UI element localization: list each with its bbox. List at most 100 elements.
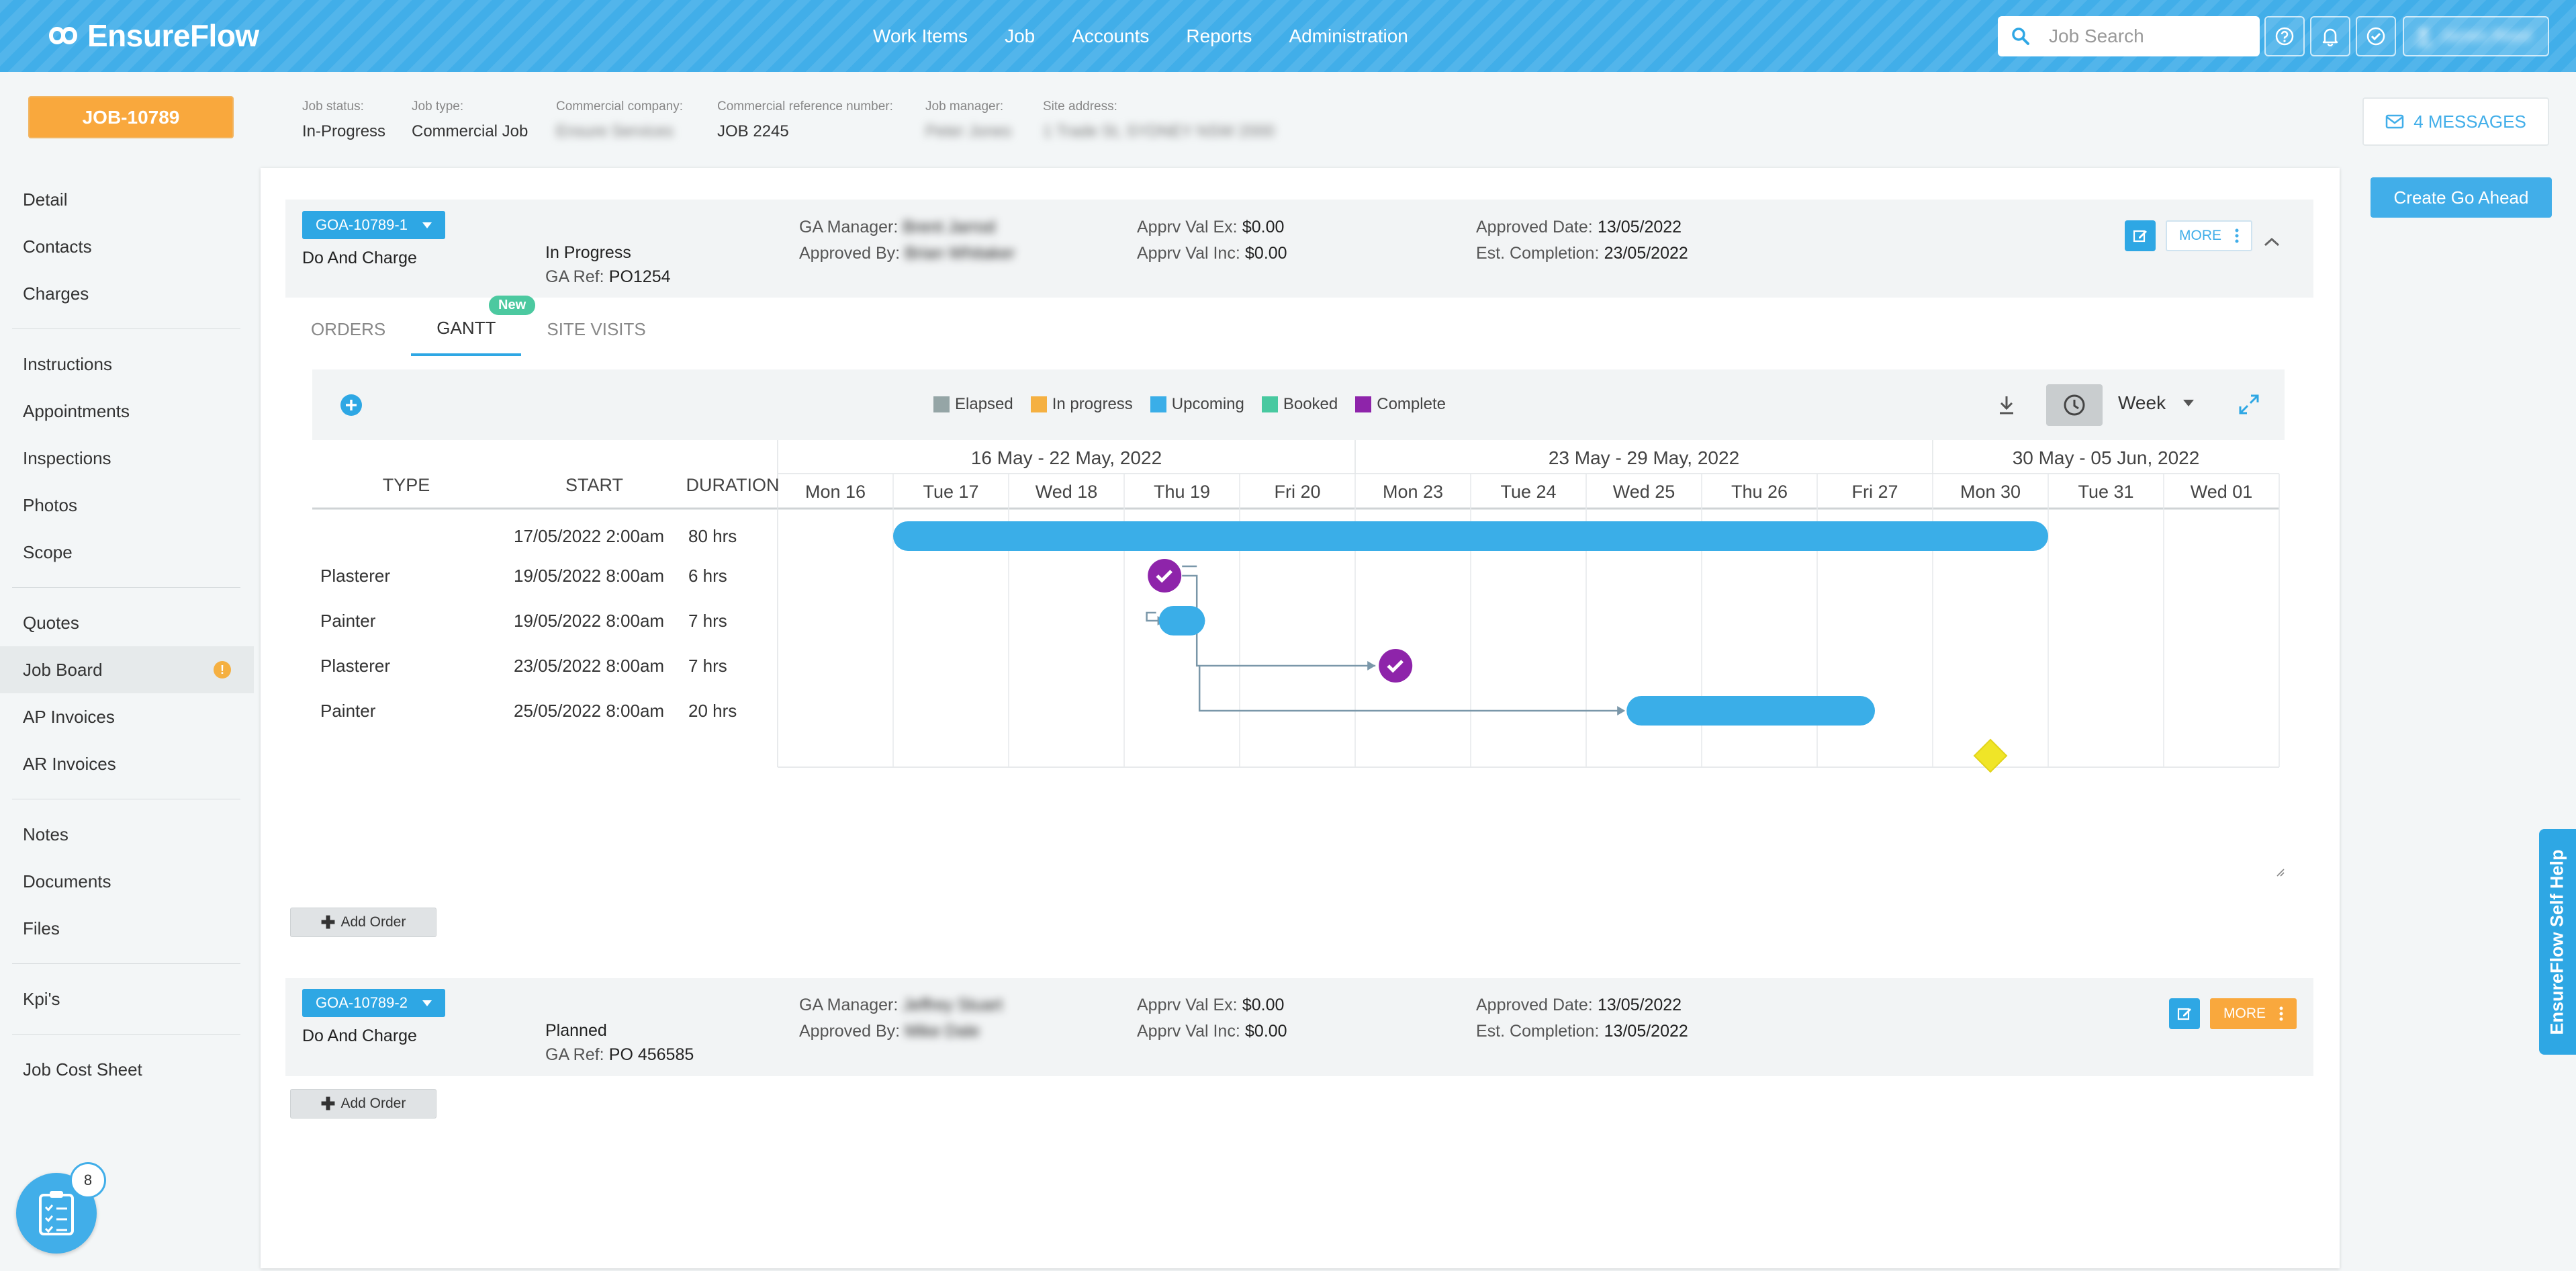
sidebar-item-kpi-s[interactable]: Kpi's (0, 975, 254, 1022)
expand-icon[interactable] (2238, 394, 2260, 415)
notifications-button[interactable] (2310, 16, 2350, 56)
search-icon (2012, 28, 2029, 45)
nav-administration[interactable]: Administration (1289, 25, 1408, 46)
app-logo[interactable]: EnsureFlow (40, 16, 259, 55)
warning-icon: ! (214, 661, 231, 678)
ga-manager-label: GA Manager: (799, 218, 899, 236)
legend-swatch (1261, 396, 1278, 412)
val-ex-label: Apprv Val Ex: (1137, 218, 1238, 236)
go-ahead-1-more-button[interactable]: MORE (2166, 220, 2252, 251)
row-start: 17/05/2022 2:00am (514, 526, 664, 546)
gantt-time-button[interactable] (2046, 384, 2103, 426)
go-ahead-1-type: Do And Charge (302, 249, 417, 267)
job-search-input[interactable] (2049, 26, 2250, 47)
job-number-badge[interactable]: JOB-10789 (28, 96, 234, 138)
sidebar-item-ar-invoices[interactable]: AR Invoices (0, 740, 254, 787)
site-address-value: 1 Trade St, SYDNEY NSW 2000 (1043, 122, 1275, 140)
job-search (1998, 16, 2260, 56)
tasks-button[interactable] (2356, 16, 2396, 56)
go-ahead-1-dropdown[interactable]: GOA-10789-1 (302, 211, 445, 239)
gantt-task-bar[interactable] (1626, 696, 1875, 726)
nav-accounts[interactable]: Accounts (1072, 25, 1150, 46)
gantt-day-label: Fri 27 (1851, 482, 1898, 502)
user-avatar-icon (2416, 29, 2432, 45)
gantt-toolbar (312, 369, 2285, 440)
go-ahead-2-id: GOA-10789-2 (316, 994, 408, 1011)
add-order-button[interactable]: ✚ Add Order (290, 908, 436, 937)
add-circle-icon[interactable] (340, 394, 363, 417)
sidebar-item-label: AR Invoices (23, 753, 116, 774)
gantt-task-bar[interactable] (893, 521, 2048, 551)
go-ahead-2-val-inc: Apprv Val Inc: $0.00 (1137, 1020, 1287, 1041)
ga-ref-label: GA Ref: (545, 267, 604, 286)
val-ex-value: $0.00 (1242, 996, 1285, 1014)
create-go-ahead-button[interactable]: Create Go Ahead (2371, 177, 2552, 218)
est-completion-value: 13/05/2022 (1604, 1022, 1688, 1041)
bell-icon (2322, 28, 2338, 46)
go-ahead-panel (261, 168, 2340, 1268)
approved-by-value: Brian Whitaker (905, 244, 1015, 263)
sidebar-item-inspections[interactable]: Inspections (0, 435, 254, 482)
add-order-button-2[interactable]: ✚ Add Order (290, 1089, 436, 1119)
sidebar-divider (12, 1034, 240, 1035)
gantt-milestone-diamond[interactable] (1973, 738, 2008, 773)
sidebar-item-contacts[interactable]: Contacts (0, 223, 254, 270)
sidebar-item-ap-invoices[interactable]: AP Invoices (0, 693, 254, 740)
val-ex-value: $0.00 (1242, 218, 1285, 236)
go-ahead-1-edit-button[interactable] (2125, 220, 2156, 251)
help-button[interactable] (2264, 16, 2305, 56)
go-ahead-2-edit-button[interactable] (2169, 998, 2200, 1029)
go-ahead-1-val-ex: Apprv Val Ex: $0.00 (1137, 216, 1284, 237)
sidebar-item-quotes[interactable]: Quotes (0, 599, 254, 646)
add-order-label: Add Order (340, 1096, 406, 1111)
nav-work-items[interactable]: Work Items (873, 25, 968, 46)
clock-icon (2064, 394, 2085, 416)
go-ahead-1-est-completion: Est. Completion: 23/05/2022 (1476, 243, 1688, 263)
caret-down-icon (2183, 400, 2195, 406)
messages-button[interactable]: 4 MESSAGES (2362, 97, 2549, 146)
collapse-chevron-up-icon[interactable] (2263, 236, 2281, 247)
check-icon (1156, 570, 1172, 583)
nav-reports[interactable]: Reports (1186, 25, 1252, 46)
sidebar-item-detail[interactable]: Detail (0, 176, 254, 223)
gantt-day-label: Thu 26 (1731, 482, 1788, 502)
site-address: Site address: 1 Trade St, SYDNEY NSW 200… (1043, 99, 1275, 141)
tab-orders[interactable]: ORDERS (311, 318, 386, 339)
gantt-view-select[interactable]: Week (2118, 392, 2195, 414)
user-name: James Reed (2440, 27, 2531, 45)
gantt-week-label: 30 May - 05 Jun, 2022 (2013, 447, 2200, 468)
sidebar-item-label: Photos (23, 494, 77, 515)
gantt-week-label: 16 May - 22 May, 2022 (971, 447, 1162, 468)
sidebar-item-scope[interactable]: Scope (0, 529, 254, 576)
job-side-nav: Detail Contacts Charges Instructions Appoint… (0, 176, 254, 1093)
row-start: 19/05/2022 8:00am (514, 611, 664, 631)
go-ahead-2-more-button[interactable]: MORE (2210, 998, 2297, 1029)
edit-icon (2133, 230, 2147, 243)
tab-site-visits[interactable]: SITE VISITS (547, 318, 646, 339)
tab-gantt[interactable]: GANTT (411, 302, 522, 356)
sidebar-item-documents[interactable]: Documents (0, 858, 254, 905)
sidebar-item-job-cost-sheet[interactable]: Job Cost Sheet (0, 1046, 254, 1093)
gantt-day-label: Thu 19 (1154, 482, 1210, 502)
nav-job[interactable]: Job (1005, 25, 1036, 46)
sidebar-item-job-board[interactable]: Job Board! (0, 646, 254, 693)
gantt-day-label: Wed 18 (1036, 482, 1098, 502)
ga-manager-value: Brent Jarrod (903, 218, 996, 236)
user-menu-button[interactable]: James Reed (2403, 16, 2549, 56)
resize-handle-icon[interactable] (2274, 866, 2285, 877)
sidebar-item-label: Charges (23, 283, 89, 304)
go-ahead-2-dropdown[interactable]: GOA-10789-2 (302, 989, 445, 1017)
sidebar-item-photos[interactable]: Photos (0, 482, 254, 529)
self-help-tab[interactable]: EnsureFlow Self Help (2539, 829, 2576, 1055)
sidebar-item-charges[interactable]: Charges (0, 270, 254, 317)
download-icon[interactable] (1998, 395, 2015, 415)
sidebar-item-appointments[interactable]: Appointments (0, 388, 254, 435)
ga-ref-label: GA Ref: (545, 1045, 604, 1064)
sidebar-item-instructions[interactable]: Instructions (0, 341, 254, 388)
sidebar-item-files[interactable]: Files (0, 905, 254, 952)
go-ahead-tabs: ORDERS GANTT SITE VISITS (285, 302, 672, 356)
sidebar-item-notes[interactable]: Notes (0, 811, 254, 858)
gantt-task-bar[interactable] (1158, 606, 1205, 636)
go-ahead-1-id: GOA-10789-1 (316, 216, 408, 233)
sidebar-item-label: Detail (23, 189, 68, 210)
